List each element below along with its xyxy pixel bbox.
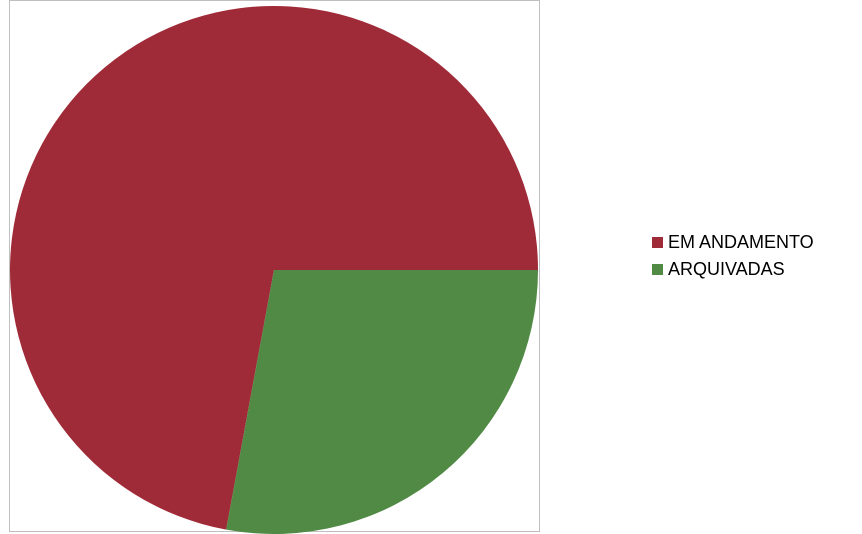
legend-swatch-arquivadas	[652, 264, 663, 275]
pie-slice-arquivadas	[226, 270, 538, 534]
legend-label-arquivadas: ARQUIVADAS	[668, 259, 785, 279]
legend-swatch-em-andamento	[652, 237, 663, 248]
pie-slices	[10, 6, 539, 534]
legend-label-em-andamento: EM ANDAMENTO	[668, 232, 814, 252]
legend: EM ANDAMENTO ARQUIVADAS	[652, 232, 814, 279]
pie-slice-em-andamento	[10, 6, 539, 530]
